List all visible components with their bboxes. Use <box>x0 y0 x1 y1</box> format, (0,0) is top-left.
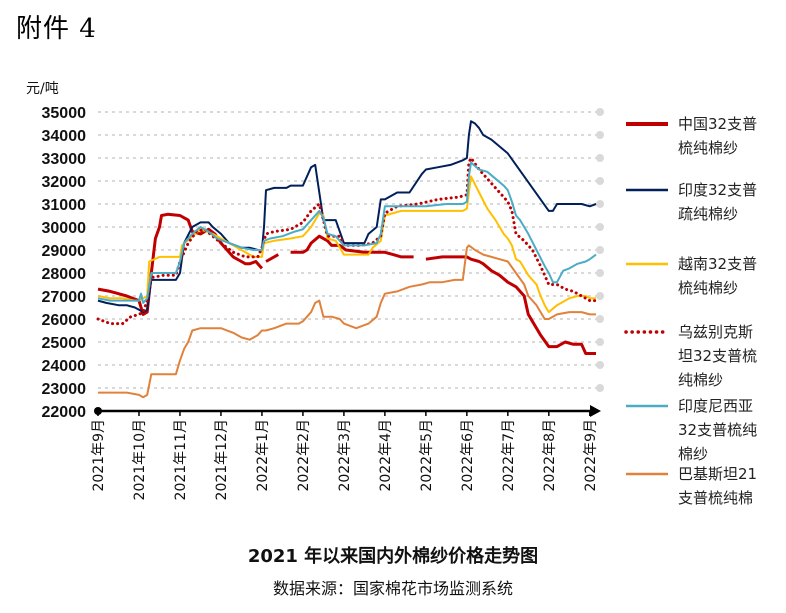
series-line <box>290 234 414 259</box>
y-tick-label: 33000 <box>42 151 87 168</box>
series-line <box>97 212 264 316</box>
x-tick-label: 2022年9月 <box>583 419 599 492</box>
y-tick-label: 29000 <box>42 243 87 260</box>
chart-title: 2021 年以来国内外棉纱价格走势图 <box>247 546 539 567</box>
y-tick-label: 35000 <box>42 105 87 122</box>
gridline-end-dot <box>596 177 604 185</box>
x-tick-label: 2021年11月 <box>173 419 189 500</box>
legend: 中国32支普梳纯棉纱印度32支普疏纯棉纱越南32支普梳纯棉纱乌兹别克斯坦32支普… <box>624 115 757 507</box>
series-line <box>265 253 280 263</box>
legend-label: 坦32支普梳 <box>678 347 757 365</box>
x-tick-label: 2022年2月 <box>296 419 312 492</box>
legend-label: 梳纯棉纱 <box>678 279 738 297</box>
y-tick-label: 30000 <box>42 220 87 237</box>
legend-label: 32支普梳纯 <box>678 421 757 439</box>
gridline-end-dot <box>596 361 604 369</box>
gridline-end-dot <box>596 108 604 116</box>
gridline-end-dot <box>596 292 604 300</box>
y-tick-label: 25000 <box>42 335 87 352</box>
y-axis-label: 元/吨 <box>26 81 59 97</box>
y-tick-label: 28000 <box>42 266 87 283</box>
legend-label: 梳纯棉纱 <box>678 139 738 157</box>
x-axis-arrow <box>590 405 601 417</box>
gridline-end-dot <box>596 384 604 392</box>
series-line <box>98 244 596 399</box>
series-line <box>96 156 598 326</box>
gridline-end-dot <box>596 154 604 162</box>
x-tick-label: 2022年6月 <box>460 419 476 492</box>
gridline-end-dot <box>596 315 604 323</box>
x-tick-label: 2021年10月 <box>132 419 148 500</box>
series-line <box>97 120 597 314</box>
series-line <box>97 161 597 304</box>
gridline-end-dot <box>596 131 604 139</box>
y-tick-label: 31000 <box>42 197 87 214</box>
legend-label: 印度尼西亚 <box>678 397 753 415</box>
gridline-end-dot <box>596 246 604 254</box>
gridlines <box>98 108 604 392</box>
legend-label: 巴基斯坦21 <box>678 465 757 483</box>
attachment-label: 附件 4 <box>16 14 97 44</box>
x-axis: 2021年9月 2021年10月 2021年11月 2021年12月 2022年1月 20… <box>91 405 601 500</box>
y-tick-label: 32000 <box>42 174 87 191</box>
y-tick-label: 24000 <box>42 358 87 375</box>
x-tick-label: 2021年9月 <box>91 419 107 492</box>
x-tick-label: 2022年5月 <box>419 419 435 492</box>
x-tick-label: 2022年7月 <box>501 419 517 492</box>
y-tick-label: 22000 <box>42 404 87 421</box>
x-tick-label: 2022年3月 <box>337 419 353 492</box>
legend-label: 棉纱 <box>678 445 708 463</box>
gridline-end-dot <box>596 200 604 208</box>
chart-source: 数据来源：国家棉花市场监测系统 <box>272 579 513 598</box>
y-tick-label: 26000 <box>42 312 87 329</box>
series-line <box>425 255 596 355</box>
gridline-end-dot <box>596 269 604 277</box>
series-lines <box>96 120 598 399</box>
legend-label: 乌兹别克斯 <box>678 323 753 341</box>
x-tick-label: 2022年1月 <box>255 419 271 492</box>
legend-label: 纯棉纱 <box>678 371 723 389</box>
legend-label: 越南32支普 <box>678 255 757 273</box>
legend-label: 印度32支普 <box>678 181 757 199</box>
y-tick-label: 34000 <box>42 128 87 145</box>
legend-label: 中国32支普 <box>678 115 757 133</box>
x-tick-label: 2022年4月 <box>378 419 394 492</box>
x-tick-label: 2022年8月 <box>542 419 558 492</box>
y-tick-label: 23000 <box>42 381 87 398</box>
y-tick-label: 27000 <box>42 289 87 306</box>
x-tick-label: 2021年12月 <box>214 419 230 500</box>
gridline-end-dot <box>596 223 604 231</box>
legend-label: 支普梳纯棉 <box>678 489 753 507</box>
gridline-end-dot <box>596 338 604 346</box>
series-line <box>97 175 596 314</box>
legend-label: 疏纯棉纱 <box>678 205 738 223</box>
y-axis: 22000 23000 24000 25000 26000 27000 28000 29000… <box>42 105 87 421</box>
